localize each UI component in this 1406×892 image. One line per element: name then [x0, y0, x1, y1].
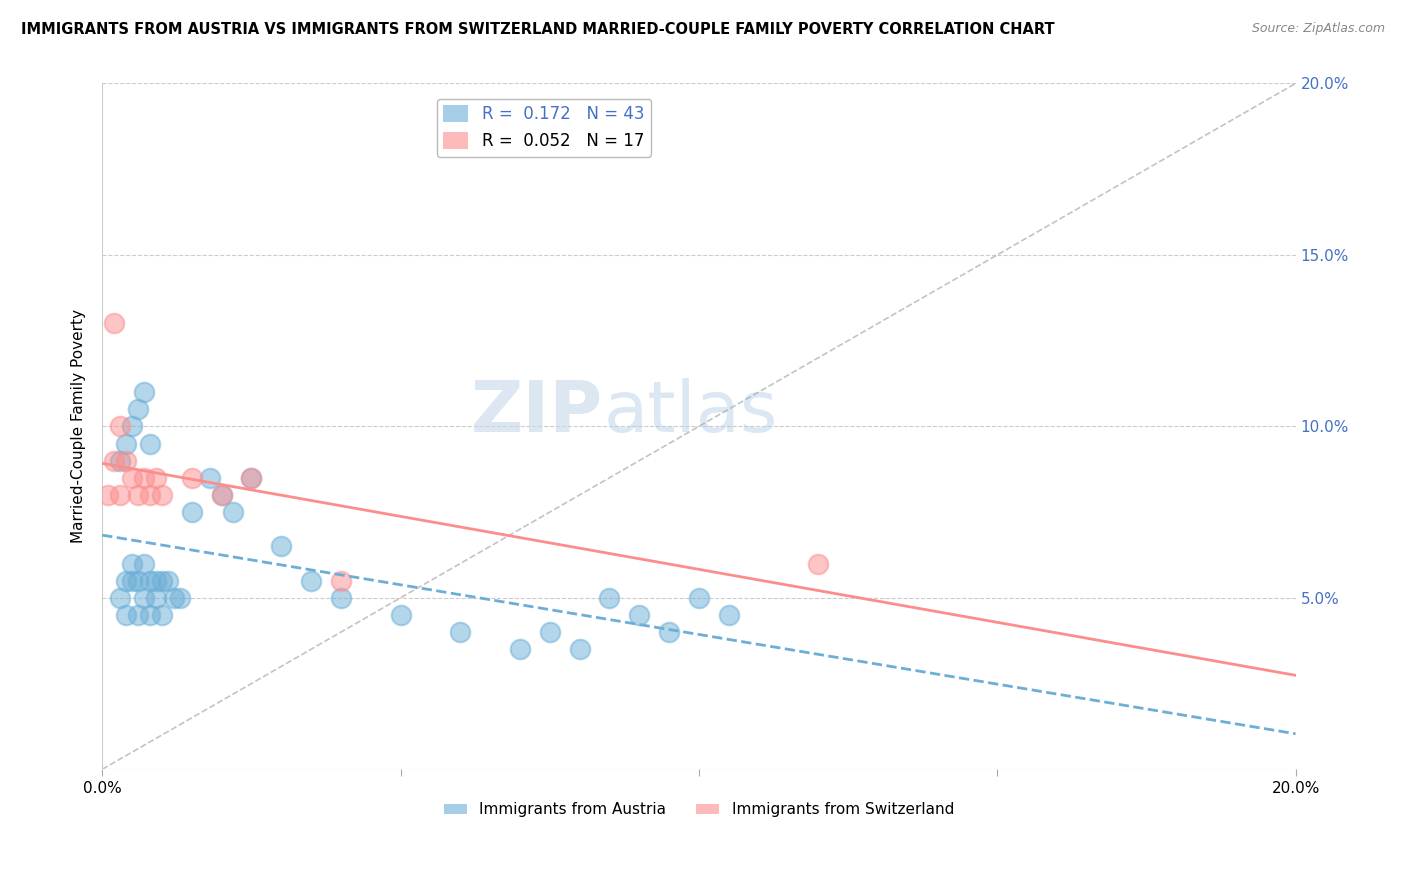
- Point: [156, 574, 179, 588]
- Text: atlas: atlas: [603, 378, 778, 447]
- Point: [132, 385, 155, 400]
- Point: [132, 557, 155, 571]
- Point: [115, 574, 138, 588]
- Point: [568, 642, 591, 657]
- Point: [121, 574, 143, 588]
- Point: [121, 557, 143, 571]
- Point: [628, 607, 651, 622]
- Text: Source: ZipAtlas.com: Source: ZipAtlas.com: [1251, 22, 1385, 36]
- Point: [150, 488, 173, 502]
- Text: IMMIGRANTS FROM AUSTRIA VS IMMIGRANTS FROM SWITZERLAND MARRIED-COUPLE FAMILY POV: IMMIGRANTS FROM AUSTRIA VS IMMIGRANTS FR…: [21, 22, 1054, 37]
- Point: [97, 488, 120, 502]
- Point: [211, 488, 233, 502]
- Point: [299, 574, 322, 588]
- Point: [509, 642, 531, 657]
- Point: [169, 591, 191, 605]
- Point: [270, 540, 292, 554]
- Point: [222, 505, 245, 519]
- Point: [115, 436, 138, 450]
- Point: [389, 607, 412, 622]
- Point: [329, 574, 352, 588]
- Point: [139, 607, 162, 622]
- Point: [139, 574, 162, 588]
- Legend: Immigrants from Austria, Immigrants from Switzerland: Immigrants from Austria, Immigrants from…: [437, 797, 960, 823]
- Point: [329, 591, 352, 605]
- Point: [115, 453, 138, 467]
- Point: [108, 488, 131, 502]
- Point: [103, 317, 125, 331]
- Point: [103, 453, 125, 467]
- Point: [139, 488, 162, 502]
- Point: [121, 419, 143, 434]
- Point: [132, 591, 155, 605]
- Point: [163, 591, 186, 605]
- Point: [150, 607, 173, 622]
- Point: [127, 488, 149, 502]
- Point: [150, 574, 173, 588]
- Point: [449, 625, 471, 640]
- Point: [121, 471, 143, 485]
- Point: [240, 471, 263, 485]
- Point: [180, 471, 202, 485]
- Point: [127, 607, 149, 622]
- Point: [145, 471, 167, 485]
- Point: [688, 591, 710, 605]
- Point: [145, 574, 167, 588]
- Point: [127, 574, 149, 588]
- Text: ZIP: ZIP: [471, 378, 603, 447]
- Point: [717, 607, 740, 622]
- Y-axis label: Married-Couple Family Poverty: Married-Couple Family Poverty: [72, 310, 86, 543]
- Point: [132, 471, 155, 485]
- Point: [658, 625, 681, 640]
- Point: [211, 488, 233, 502]
- Point: [538, 625, 561, 640]
- Point: [198, 471, 221, 485]
- Point: [807, 557, 830, 571]
- Point: [180, 505, 202, 519]
- Point: [108, 591, 131, 605]
- Point: [108, 453, 131, 467]
- Point: [108, 419, 131, 434]
- Point: [127, 402, 149, 417]
- Point: [145, 591, 167, 605]
- Point: [240, 471, 263, 485]
- Point: [598, 591, 620, 605]
- Point: [115, 607, 138, 622]
- Point: [139, 436, 162, 450]
